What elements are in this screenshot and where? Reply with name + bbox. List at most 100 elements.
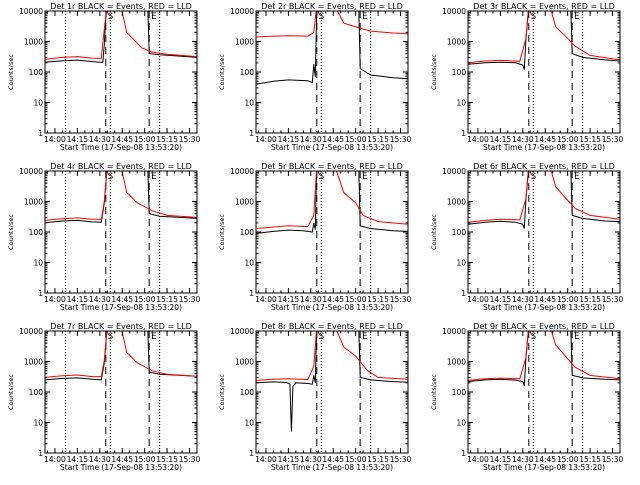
x-tick-label: 14:45 [111,135,133,144]
chart-title: Det 5r BLACK = Events, RED = LLD [261,162,403,171]
y-tick-label: 10000 [230,327,254,336]
y-tick-label: 1 [249,129,254,138]
y-tick-label: 1 [249,449,254,458]
x-tick-label: 14:30 [300,455,322,464]
x-tick-label: 14:30 [512,295,534,304]
y-tick-label: 10 [456,419,466,428]
x-tick-label: 14:00 [255,455,277,464]
plot-frame [44,330,198,454]
y-tick-label: 10 [244,259,254,268]
x-tick-label: 15:00 [345,135,367,144]
y-tick-label: 1000 [447,38,466,47]
y-axis-label: Counts/sec [7,54,15,90]
x-tick-label: 15:30 [179,135,201,144]
x-tick-label: 15:00 [345,455,367,464]
y-axis-label: Counts/sec [7,214,15,250]
y-tick-label: 100 [240,68,255,77]
marker-label: S [108,332,113,342]
marker-label: E [574,12,579,22]
x-tick-label: 15:30 [179,455,201,464]
marker-label: S [531,12,536,22]
chart-title: Det 3r BLACK = Events, RED = LLD [473,2,615,11]
series-line [45,11,197,63]
x-tick-label: 14:30 [512,455,534,464]
x-tick-label: 15:15 [367,135,389,144]
x-tick-label: 14:15 [67,295,89,304]
y-axis-label: Counts/sec [430,54,438,90]
x-tick-label: 14:00 [44,455,66,464]
marker-label: E [151,12,156,22]
x-tick-label: 14:30 [300,295,322,304]
x-axis-label: Start Time (17-Sep-08 13:53:20) [483,143,605,152]
y-tick-label: 1 [461,289,466,298]
series-line [468,171,620,223]
chart-title: Det 1r BLACK = Events, RED = LLD [50,2,192,11]
x-tick-label: 15:15 [367,295,389,304]
marker-label: E [574,172,579,182]
x-axis-label: Start Time (17-Sep-08 13:53:20) [483,463,605,472]
marker-label: S [319,332,324,342]
y-axis-label: Counts/sec [218,214,226,250]
plot-frame [467,330,621,454]
x-tick-label: 14:15 [278,455,300,464]
series-line [45,331,197,378]
y-tick-label: 1 [38,289,43,298]
series-line [468,171,620,229]
plot-frame [44,170,198,294]
y-tick-label: 100 [29,388,44,397]
x-tick-label: 14:45 [322,455,344,464]
x-tick-label: 14:00 [255,295,277,304]
marker-label: S [108,12,113,22]
marker-label: S [319,12,324,22]
x-tick-label: 15:15 [156,135,178,144]
series-line [45,11,197,60]
x-tick-label: 14:45 [534,295,556,304]
marker-label: E [151,172,156,182]
y-tick-label: 10 [33,259,43,268]
x-tick-label: 15:15 [579,135,601,144]
y-tick-label: 1000 [24,358,43,367]
series-line [256,331,408,432]
y-axis-label: Counts/sec [218,374,226,410]
x-tick-label: 14:30 [512,135,534,144]
x-tick-label: 15:15 [579,455,601,464]
y-tick-label: 10 [456,259,466,268]
y-tick-label: 100 [29,68,44,77]
y-axis-label: Counts/sec [430,374,438,410]
x-tick-label: 15:15 [156,455,178,464]
x-tick-label: 15:15 [579,295,601,304]
y-tick-label: 100 [452,388,467,397]
series-line [45,171,197,224]
y-tick-label: 100 [240,388,255,397]
x-tick-label: 14:15 [490,455,512,464]
series-line [468,11,620,70]
x-tick-label: 14:00 [255,135,277,144]
x-tick-label: 14:45 [534,135,556,144]
marker-label: S [531,172,536,182]
chart-title: Det 2r BLACK = Events, RED = LLD [261,2,403,11]
plot-frame [255,330,409,454]
chart-title: Det 6r BLACK = Events, RED = LLD [473,162,615,171]
x-tick-label: 14:15 [67,455,89,464]
chart-title: Det 4r BLACK = Events, RED = LLD [50,162,192,171]
series-line [256,11,408,85]
plot-frame [467,170,621,294]
series-line [256,331,408,381]
x-tick-label: 14:15 [278,135,300,144]
x-tick-label: 15:00 [345,295,367,304]
y-tick-label: 100 [452,228,467,237]
series-line [468,331,620,381]
y-axis-label: Counts/sec [7,374,15,410]
y-tick-label: 10 [33,419,43,428]
x-tick-label: 15:30 [602,295,624,304]
x-axis-label: Start Time (17-Sep-08 13:53:20) [271,143,393,152]
series-line [468,11,620,64]
x-tick-label: 14:45 [111,455,133,464]
x-tick-label: 15:15 [367,455,389,464]
